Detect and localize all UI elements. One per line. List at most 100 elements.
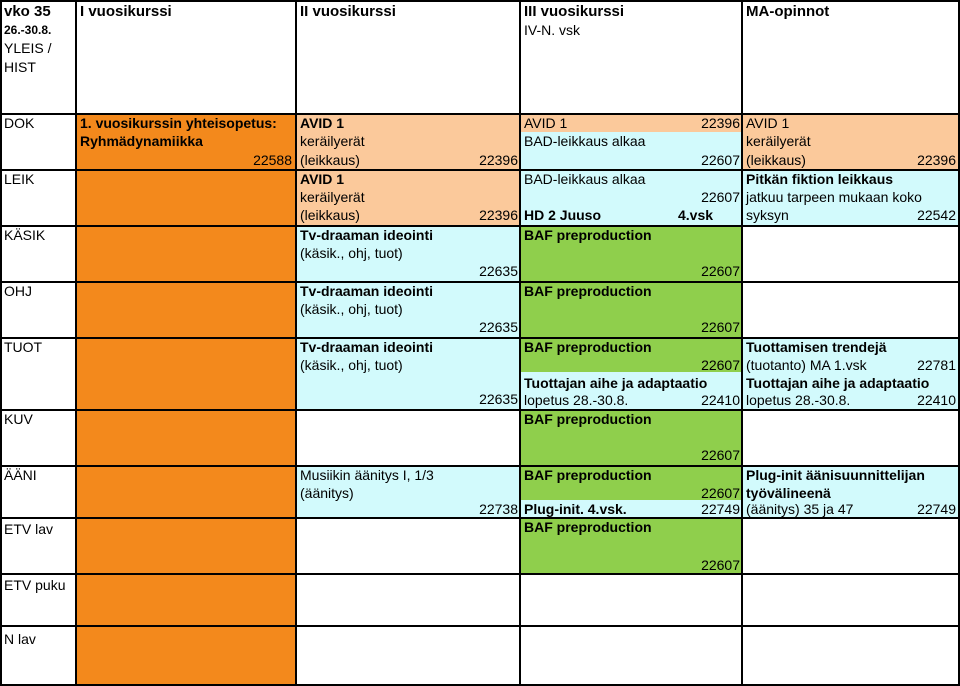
tuot-col3-cell xyxy=(520,338,742,372)
row-label-leik: LEIK xyxy=(4,171,35,187)
tuot-c4-line2: (tuotanto) MA 1.vsk xyxy=(746,357,867,373)
dok-col2-cell xyxy=(296,114,520,170)
tuot-c4b-line1: Tuottajan aihe ja adaptaatio xyxy=(746,375,930,391)
tuot-c4-line1: Tuottamisen trendejä xyxy=(746,339,887,355)
tuot-c3-code: 22607 xyxy=(701,357,740,373)
aani-col3-cell-b xyxy=(520,500,742,518)
etv-c3-line1: BAF preproduction xyxy=(524,519,652,535)
dok-c2-line3: (leikkaus) xyxy=(300,152,360,168)
col-header-4: MA-opinnot xyxy=(746,3,830,20)
dok-c4-line2: keräilyerät xyxy=(746,133,811,149)
row-label-yleis: YLEIS / xyxy=(4,40,52,56)
orange-line2: Ryhmädynamiikka xyxy=(80,133,203,149)
dok-c4-line1: AVID 1 xyxy=(746,115,790,131)
leik-col2-cell xyxy=(296,170,520,226)
week-dates: 26.-30.8. xyxy=(4,23,52,37)
leik-col4-cell xyxy=(742,170,960,226)
tuot-c2-line1: Tv-draaman ideointi xyxy=(300,339,434,355)
row-label-dok: DOK xyxy=(4,115,35,131)
aani-c3-code: 22607 xyxy=(701,485,740,501)
dok-c3-code1: 22396 xyxy=(701,115,740,131)
kasik-c2-code: 22635 xyxy=(479,263,518,279)
tuot-c3b-line1: Tuottajan aihe ja adaptaatio xyxy=(524,375,708,391)
kasik-c3-code: 22607 xyxy=(701,263,740,279)
aani-c3b-code: 22749 xyxy=(701,501,740,517)
kasik-c2-line1: Tv-draaman ideointi xyxy=(300,227,434,243)
orange-block xyxy=(76,114,296,686)
tuot-col3-cell-b xyxy=(520,372,742,410)
leik-col3-cell xyxy=(520,170,742,226)
dok-c3-line2: BAD-leikkaus alkaa xyxy=(524,133,646,149)
aani-c3b-line1: Plug-init. 4.vsk. xyxy=(524,501,627,517)
leik-c4-code: 22542 xyxy=(917,207,956,223)
leik-c2-line2: keräilyerät xyxy=(300,189,365,205)
aani-c2-line2: (äänitys) xyxy=(300,485,354,501)
aani-col3-cell xyxy=(520,466,742,500)
dok-c3-line1: AVID 1 xyxy=(524,115,568,131)
ohj-c2-line2: (käsik., ohj, tuot) xyxy=(300,301,403,317)
dok-c4-code: 22396 xyxy=(917,152,956,168)
dok-c4-line3: (leikkaus) xyxy=(746,152,806,168)
leik-c4-line3: syksyn xyxy=(746,207,789,223)
aani-c4-line2: työvälineenä xyxy=(746,485,831,501)
dok-col4-cell xyxy=(742,114,960,170)
leik-c3-code1: 22607 xyxy=(701,189,740,205)
aani-col4-cell xyxy=(742,466,960,518)
kuv-c3-line1: BAF preproduction xyxy=(524,411,652,427)
week-label: vko 35 xyxy=(4,3,51,20)
etv-c3-code: 22607 xyxy=(701,557,740,573)
row-label-aani: ÄÄNI xyxy=(4,467,37,483)
ohj-col3-cell xyxy=(520,282,742,338)
tuot-c3b-line2: lopetus 28.-30.8. xyxy=(524,392,629,408)
leik-c4-line1: Pitkän fiktion leikkaus xyxy=(746,171,894,187)
aani-c2-code: 22738 xyxy=(479,501,518,517)
ohj-c3-code: 22607 xyxy=(701,319,740,335)
tuot-c4-code: 22781 xyxy=(917,357,956,373)
ohj-c3-line1: BAF preproduction xyxy=(524,283,652,299)
col-header-3-sub: IV-N. vsk xyxy=(524,22,581,38)
tuot-c2-code: 22635 xyxy=(479,391,518,407)
kasik-c3-line1: BAF preproduction xyxy=(524,227,652,243)
tuot-c2-line2: (käsik., ohj, tuot) xyxy=(300,357,403,373)
ohj-c2-code: 22635 xyxy=(479,319,518,335)
leik-c3-line2: HD 2 Juuso xyxy=(524,207,602,223)
leik-c4-line2: jatkuu tarpeen mukaan koko xyxy=(746,189,922,205)
tuot-c3b-code: 22410 xyxy=(701,392,740,408)
kuv-col3-cell xyxy=(520,410,742,466)
etv-col3-cell xyxy=(520,518,742,574)
aani-c4-line1: Plug-init äänisuunnittelijan xyxy=(746,467,925,483)
kuv-c3-code: 22607 xyxy=(701,447,740,463)
leik-c2-code: 22396 xyxy=(479,207,518,223)
orange-line1: 1. vuosikurssin yhteisopetus: xyxy=(80,115,277,131)
row-label-kuv: KUV xyxy=(4,411,33,427)
kasik-col2-cell xyxy=(296,226,520,282)
tuot-col4-cell xyxy=(742,338,960,410)
row-label-etv-lav: ETV lav xyxy=(4,521,54,537)
orange-code: 22588 xyxy=(253,152,292,168)
leik-c2-line3: (leikkaus) xyxy=(300,207,360,223)
dok-col3-cell-bottom xyxy=(520,132,742,170)
tuot-c3-line1: BAF preproduction xyxy=(524,339,652,355)
leik-c3-line1: BAD-leikkaus alkaa xyxy=(524,171,646,187)
dok-c2-line2: keräilyerät xyxy=(300,133,365,149)
row-label-ohj: OHJ xyxy=(4,283,32,299)
dok-c2-line1: AVID 1 xyxy=(300,115,345,131)
aani-c4-line3: (äänitys) 35 ja 47 xyxy=(746,501,854,517)
tuot-c4b-code: 22410 xyxy=(917,392,956,408)
aani-c4-code: 22749 xyxy=(917,501,956,517)
leik-c2-line1: AVID 1 xyxy=(300,171,345,187)
dok-c3-code2: 22607 xyxy=(701,152,740,168)
row-label-etv-puku: ETV puku xyxy=(4,577,66,593)
aani-col2-cell xyxy=(296,466,520,518)
leik-c3-line2b: 4.vsk xyxy=(678,207,714,223)
row-label-n-lav: N lav xyxy=(4,631,36,647)
aani-c3-line1: BAF preproduction xyxy=(524,467,652,483)
col-header-1: I vuosikurssi xyxy=(80,3,172,20)
kasik-c2-line2: (käsik., ohj, tuot) xyxy=(300,245,403,261)
ohj-c2-line1: Tv-draaman ideointi xyxy=(300,283,434,299)
dok-col3-cell-top xyxy=(520,114,742,132)
row-label-tuot: TUOT xyxy=(4,339,43,355)
dok-c2-code: 22396 xyxy=(479,152,518,168)
tuot-c4b-line2: lopetus 28.-30.8. xyxy=(746,392,851,408)
